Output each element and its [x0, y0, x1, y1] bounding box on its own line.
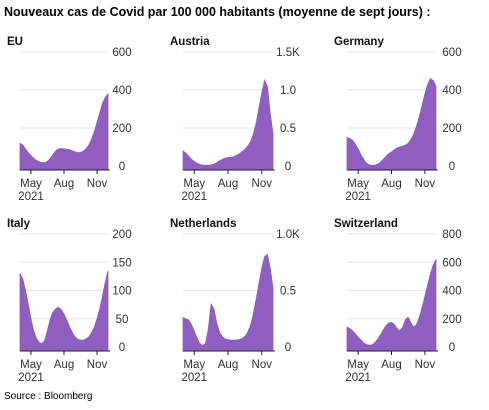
- y-tick-label: 0: [449, 342, 455, 354]
- panel-title: Germany: [334, 36, 384, 48]
- x-tick-label: Aug: [381, 359, 401, 371]
- y-tick-label: 150: [112, 257, 131, 269]
- area-series: [346, 259, 437, 352]
- area-series: [19, 270, 109, 352]
- x-tick-label: Aug: [381, 178, 401, 190]
- x-tick-label: Nov: [87, 178, 108, 190]
- x-tick-label: Nov: [252, 359, 273, 371]
- area-series: [346, 78, 437, 171]
- panel-title: Switzerland: [334, 218, 398, 230]
- x-tick-label: Aug: [218, 359, 238, 371]
- y-tick-label: 800: [442, 229, 461, 241]
- area-series: [19, 92, 109, 171]
- x-tick-label: May: [20, 178, 42, 190]
- page-title: Nouveaux cas de Covid par 100 000 habita…: [4, 5, 431, 19]
- x-tick-label: 2021: [18, 372, 44, 384]
- x-tick-label: Nov: [415, 359, 436, 371]
- y-tick-label: 600: [112, 47, 131, 59]
- y-tick-label: 0: [285, 161, 291, 173]
- panel-title: Netherlands: [170, 218, 236, 230]
- panel-title: EU: [7, 36, 23, 48]
- area-series: [182, 78, 274, 171]
- x-tick-label: Nov: [415, 178, 436, 190]
- x-tick-label: 2021: [345, 191, 371, 203]
- x-tick-label: 2021: [181, 191, 207, 203]
- y-tick-label: 1.0K: [276, 229, 300, 241]
- x-tick-label: 2021: [345, 372, 371, 384]
- x-tick-label: May: [20, 359, 42, 371]
- y-tick-label: 1.5K: [276, 47, 300, 59]
- area-series: [182, 253, 274, 352]
- x-tick-label: Aug: [218, 178, 238, 190]
- y-tick-label: 400: [112, 85, 131, 97]
- y-tick-label: 0: [449, 161, 455, 173]
- x-tick-label: May: [183, 359, 205, 371]
- x-tick-label: Nov: [252, 178, 273, 190]
- y-tick-label: 400: [442, 85, 461, 97]
- y-tick-label: 200: [442, 123, 461, 135]
- y-tick-label: 0: [119, 342, 125, 354]
- y-tick-label: 600: [442, 47, 461, 59]
- y-tick-label: 400: [442, 286, 461, 298]
- y-tick-label: 0: [119, 161, 125, 173]
- x-tick-label: 2021: [18, 191, 44, 203]
- y-tick-label: 200: [442, 314, 461, 326]
- y-tick-label: 0.5: [280, 123, 296, 135]
- y-tick-label: 600: [442, 257, 461, 269]
- x-tick-label: 2021: [181, 372, 207, 384]
- y-tick-label: 200: [112, 123, 131, 135]
- y-tick-label: 1.0: [280, 85, 296, 97]
- y-tick-label: 0.5: [280, 286, 296, 298]
- x-tick-label: Aug: [54, 178, 74, 190]
- y-tick-label: 100: [112, 286, 131, 298]
- panel-title: Austria: [170, 36, 210, 48]
- y-tick-label: 50: [116, 314, 129, 326]
- y-tick-label: 0: [285, 342, 291, 354]
- x-tick-label: Nov: [87, 359, 108, 371]
- x-tick-label: May: [347, 178, 369, 190]
- panel-title: Italy: [7, 218, 31, 230]
- x-tick-label: May: [183, 178, 205, 190]
- source-note: Source : Bloomberg: [4, 391, 93, 402]
- y-tick-label: 200: [112, 229, 131, 241]
- x-tick-label: Aug: [54, 359, 74, 371]
- x-tick-label: May: [347, 359, 369, 371]
